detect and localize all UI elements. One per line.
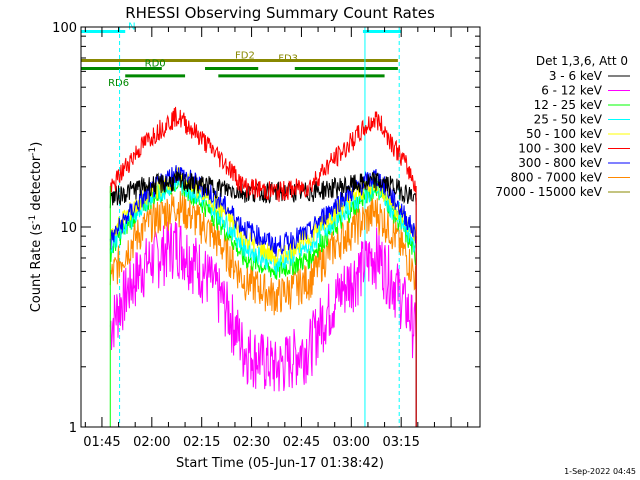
flag-label: FD2 [235,50,255,61]
y-tick-label: 10 [60,221,77,236]
y-label-part-2: detector [29,155,44,215]
legend-entry: 50 - 100 keV [526,127,603,141]
x-tick-label: 03:15 [382,435,419,450]
y-label-part-1: Count Rate (s [29,224,44,313]
legend-entry: 25 - 50 keV [534,113,603,127]
legend-entry: 6 - 12 keV [541,84,603,98]
footer-date: 1-Sep-2022 04:45 [564,467,636,476]
legend-entry: 7000 - 15000 keV [495,185,602,199]
x-axis-label: Start Time (05-Jun-17 01:38:42) [176,456,384,471]
x-tick-label: 02:45 [283,435,320,450]
y-label-part-3: ) [29,142,44,147]
series-line [109,191,417,316]
legend-title: Det 1,3,6, Att 0 [536,54,628,68]
flag-label: FD3 [278,53,298,64]
series-line [109,106,417,202]
x-tick-label: 02:30 [233,435,270,450]
y-label-sup-2: -1 [28,147,38,156]
legend-entry: 3 - 6 keV [549,69,603,83]
legend-entry: 800 - 7000 keV [511,171,603,185]
y-axis: 1 10 100 [52,21,480,436]
chart-title: RHESSI Observing Summary Count Rates [125,4,435,22]
y-tick-label: 1 [69,421,77,436]
legend-entry: 100 - 300 keV [518,142,602,156]
flag-label: RD6 [108,78,129,89]
legend-entry: 300 - 800 keV [518,156,602,170]
flag-label: RD0 [145,59,166,70]
y-axis-label: Count Rate (s-1 detector-1) [28,142,44,313]
x-tick-label: 03:00 [333,435,370,450]
y-label-sup-1: -1 [28,215,38,224]
series-line [109,221,417,392]
x-tick-label: 01:45 [83,435,120,450]
y-tick-label: 100 [52,21,77,36]
x-tick-label: 02:00 [133,435,170,450]
x-axis: 01:45 02:00 02:15 02:30 02:45 03:00 03:15 [83,27,469,450]
x-tick-label: 02:15 [183,435,220,450]
series-lines [109,106,417,427]
legend-entry: 12 - 25 keV [534,98,603,112]
series-line [109,171,417,209]
